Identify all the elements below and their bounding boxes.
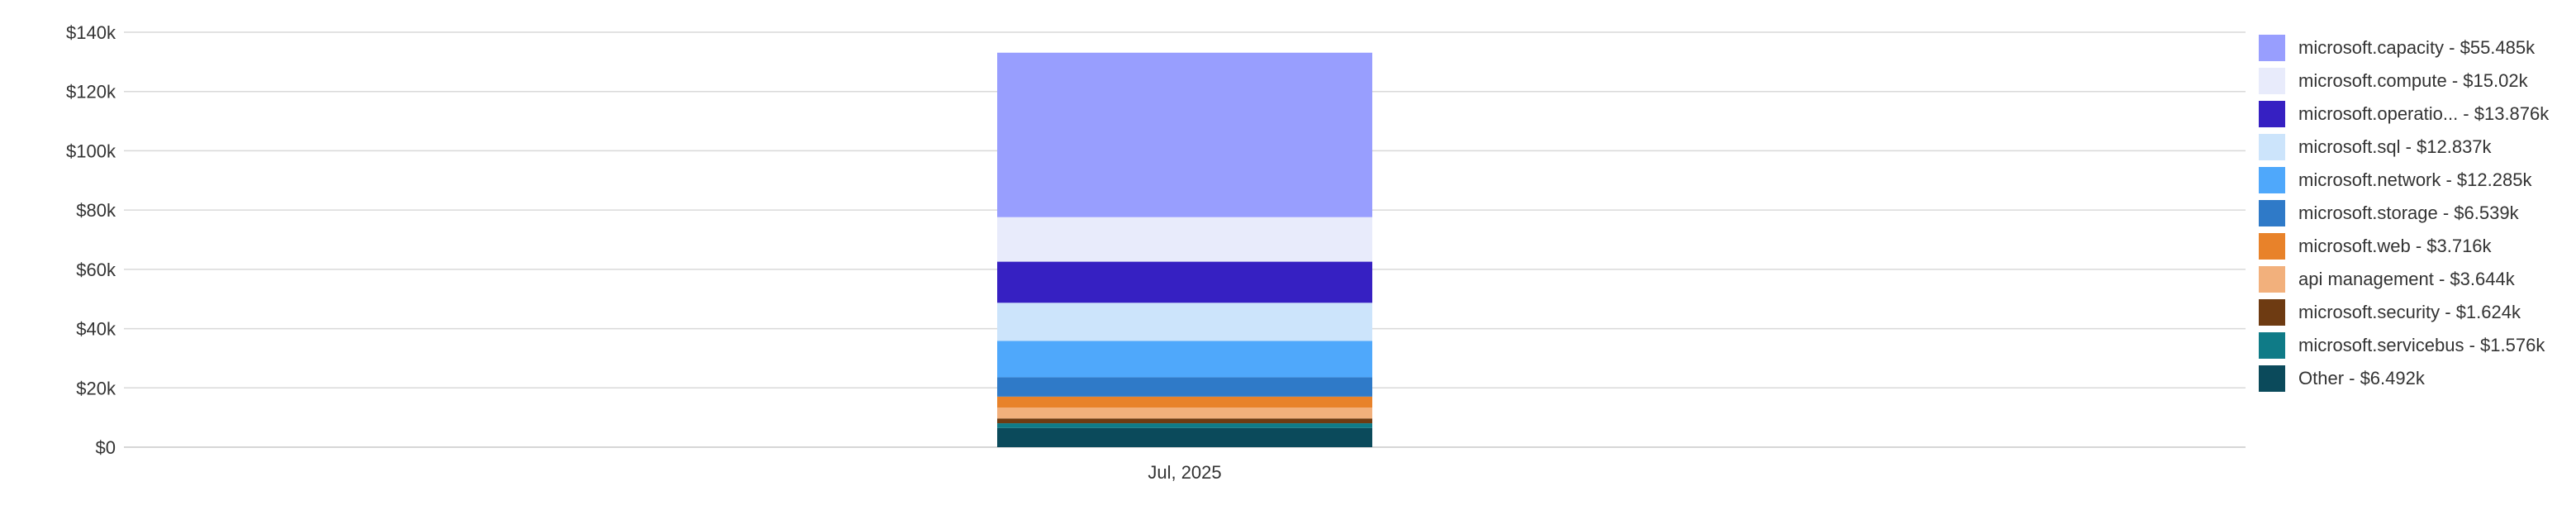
y-tick-label: $20k — [76, 378, 116, 398]
legend-item[interactable]: Other - $6.492k — [2259, 362, 2573, 395]
legend-label: microsoft.storage - $6.539k — [2298, 203, 2519, 223]
x-axis-tick-labels: Jul, 2025 — [1148, 462, 1221, 483]
legend-label: microsoft.security - $1.624k — [2298, 302, 2521, 322]
bar-segments — [997, 52, 1372, 447]
legend-swatch — [2259, 332, 2285, 359]
x-tick-label: Jul, 2025 — [1148, 462, 1221, 483]
bar-segment-api-management[interactable] — [997, 407, 1372, 419]
y-tick-label: $80k — [76, 200, 116, 221]
legend-swatch — [2259, 266, 2285, 293]
legend-item[interactable]: microsoft.security - $1.624k — [2259, 296, 2573, 329]
legend-swatch — [2259, 134, 2285, 160]
y-tick-label: $0 — [96, 437, 116, 458]
bar-segment-microsoft-servicebus[interactable] — [997, 423, 1372, 428]
legend-swatch — [2259, 233, 2285, 260]
legend-label: microsoft.capacity - $55.485k — [2298, 37, 2536, 58]
y-tick-label: $140k — [66, 22, 116, 43]
legend-item[interactable]: microsoft.capacity - $55.485k — [2259, 31, 2573, 64]
legend-label: Other - $6.492k — [2298, 368, 2425, 388]
legend-item[interactable]: microsoft.servicebus - $1.576k — [2259, 329, 2573, 362]
chart-legend: microsoft.capacity - $55.485k microsoft.c… — [2259, 31, 2573, 395]
legend-item[interactable]: microsoft.network - $12.285k — [2259, 164, 2573, 197]
y-tick-label: $40k — [76, 319, 116, 340]
bar-segment-microsoft-operatio[interactable] — [997, 261, 1372, 303]
legend-item[interactable]: microsoft.web - $3.716k — [2259, 230, 2573, 263]
bar-segment-microsoft-network[interactable] — [997, 341, 1372, 378]
bar-segment-microsoft-security[interactable] — [997, 418, 1372, 424]
bar-segment-microsoft-web[interactable] — [997, 396, 1372, 408]
bar-segment-microsoft-capacity[interactable] — [997, 52, 1372, 217]
legend-item[interactable]: api management - $3.644k — [2259, 263, 2573, 296]
legend-swatch — [2259, 35, 2285, 61]
bar-segment-microsoft-sql[interactable] — [997, 303, 1372, 341]
legend-swatch — [2259, 101, 2285, 127]
legend-item[interactable]: microsoft.operatio... - $13.876k — [2259, 98, 2573, 131]
y-tick-label: $100k — [66, 141, 116, 161]
legend-item[interactable]: microsoft.sql - $12.837k — [2259, 131, 2573, 164]
legend-swatch — [2259, 167, 2285, 193]
bar-segment-other[interactable] — [997, 427, 1372, 447]
y-tick-label: $60k — [76, 260, 116, 280]
bar-segment-microsoft-storage[interactable] — [997, 377, 1372, 397]
legend-label: microsoft.operatio... - $13.876k — [2298, 103, 2550, 124]
y-tick-label: $120k — [66, 82, 116, 102]
legend-label: api management - $3.644k — [2298, 269, 2515, 289]
legend-swatch — [2259, 68, 2285, 94]
legend-label: microsoft.network - $12.285k — [2298, 169, 2532, 190]
legend-label: microsoft.compute - $15.02k — [2298, 70, 2528, 91]
legend-label: microsoft.servicebus - $1.576k — [2298, 335, 2545, 355]
legend-swatch — [2259, 200, 2285, 226]
legend-item[interactable]: microsoft.compute - $15.02k — [2259, 64, 2573, 98]
bar-segment-microsoft-compute[interactable] — [997, 217, 1372, 262]
legend-item[interactable]: microsoft.storage - $6.539k — [2259, 197, 2573, 230]
legend-label: microsoft.sql - $12.837k — [2298, 136, 2492, 157]
y-axis-tick-labels: $0 $20k $40k $60k $80k $100k $120k $140k — [66, 22, 116, 458]
legend-label: microsoft.web - $3.716k — [2298, 236, 2492, 256]
legend-swatch — [2259, 365, 2285, 392]
legend-swatch — [2259, 299, 2285, 326]
